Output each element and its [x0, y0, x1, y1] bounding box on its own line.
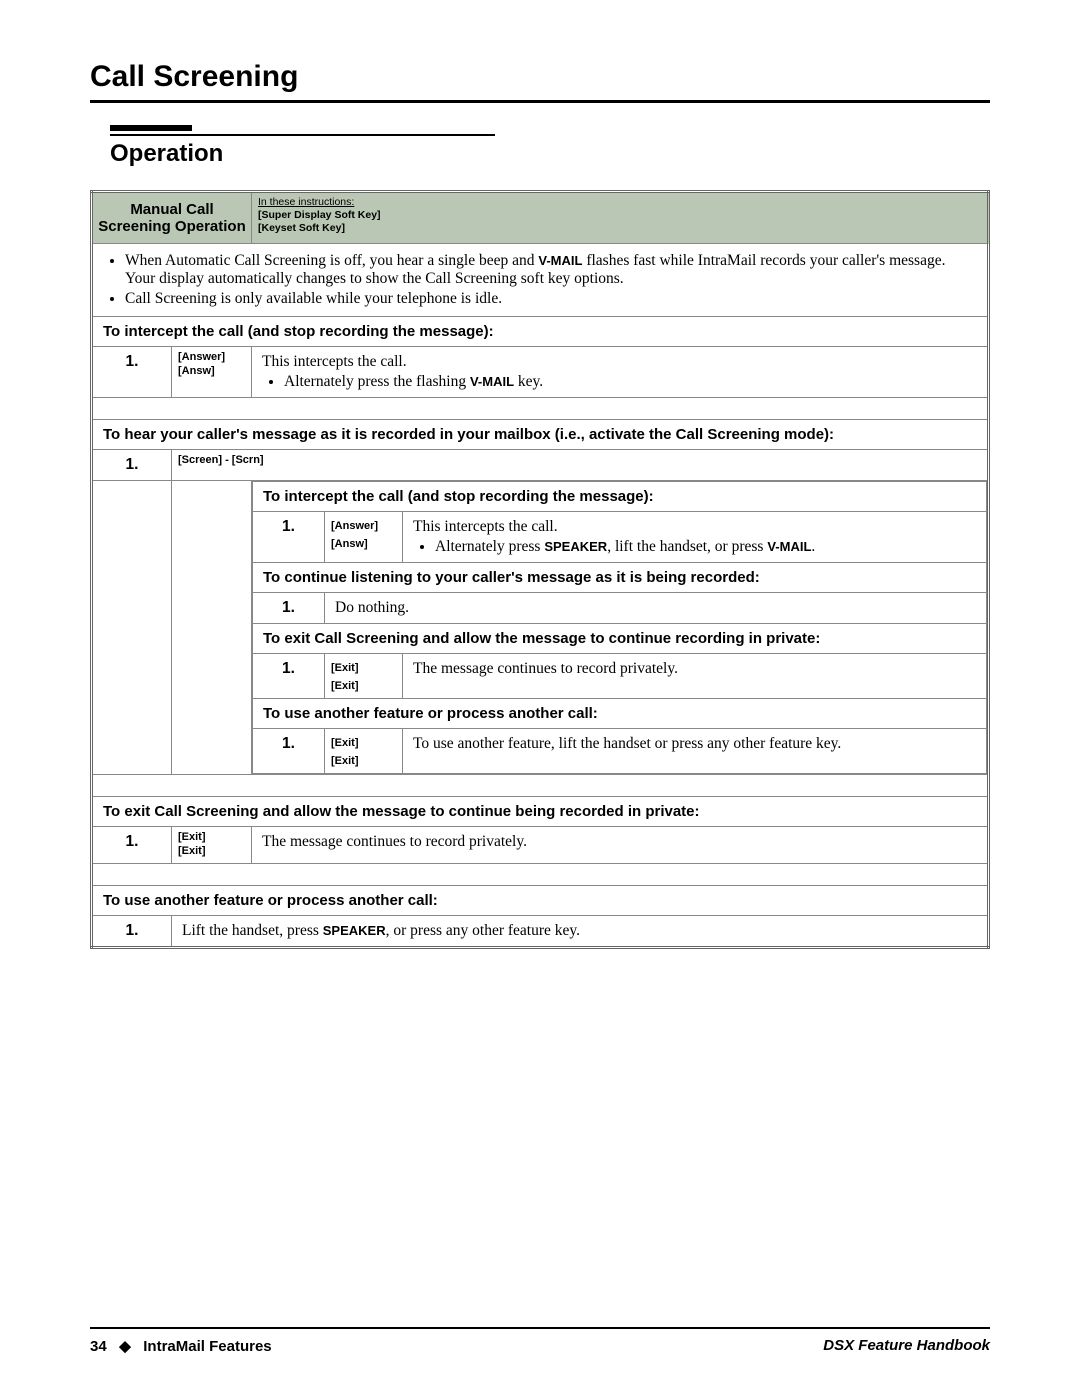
table-header-legend: In these instructions: [Super Display So…: [252, 192, 989, 244]
footer-left: 34 ◆ IntraMail Features: [90, 1337, 272, 1355]
subheader-exit-private: To exit Call Screening and allow the mes…: [92, 797, 989, 827]
desc-text: This intercepts the call.: [413, 518, 558, 535]
desc-text: key.: [514, 373, 543, 390]
softkey-exit: [Exit]: [331, 680, 359, 692]
step-description: The message continues to record privatel…: [252, 827, 989, 864]
title-rule: [90, 100, 990, 103]
step-number: 1.: [253, 729, 325, 774]
spacer-row: [92, 775, 989, 797]
desc-text: .: [811, 538, 815, 555]
step-number: 1.: [92, 347, 172, 398]
softkey-cell: [Exit] [Exit]: [172, 827, 252, 864]
step-number: 1.: [253, 654, 325, 699]
section-rule-thin: [110, 134, 495, 136]
softkey-cell: [Answer] [Answ]: [172, 347, 252, 398]
nested-left-empty: [92, 481, 172, 775]
table-row: 1. [Exit] [Exit] The message continues t…: [253, 654, 987, 699]
step-number: 1.: [253, 512, 325, 563]
softkey-exit: [Exit]: [178, 831, 206, 843]
legend-line2: [Super Display Soft Key]: [258, 209, 381, 221]
table-row: 1. Do nothing.: [253, 593, 987, 624]
section-header: Operation: [110, 125, 990, 168]
legend-line1: In these instructions:: [258, 196, 354, 208]
speaker-label: SPEAKER: [323, 923, 386, 938]
nested-container: To intercept the call (and stop recordin…: [252, 481, 989, 775]
step-description: This intercepts the call. Alternately pr…: [252, 347, 989, 398]
intro-text: When Automatic Call Screening is off, yo…: [125, 252, 538, 269]
inner-subheader: To intercept the call (and stop recordin…: [253, 482, 987, 512]
desc-bullet: Alternately press SPEAKER, lift the hand…: [435, 538, 976, 556]
softkey-cell: [Answer] [Answ]: [325, 512, 403, 563]
operation-table: Manual Call Screening Operation In these…: [90, 190, 990, 949]
desc-bullet: Alternately press the flashing V-MAIL ke…: [284, 373, 977, 391]
footer-section: IntraMail Features: [143, 1338, 271, 1355]
step-description: The message continues to record privatel…: [403, 654, 987, 699]
vmail-label: V-MAIL: [470, 374, 514, 389]
desc-text: Alternately press the flashing: [284, 373, 470, 390]
softkey-cell: [Exit] [Exit]: [325, 729, 403, 774]
softkey-answer: [Answer]: [178, 351, 225, 363]
table-row: 1. [Screen] - [Scrn]: [92, 450, 989, 481]
desc-text: Alternately press: [435, 538, 544, 555]
inner-subheader: To use another feature or process anothe…: [253, 699, 987, 729]
nested-row: To intercept the call (and stop recordin…: [92, 481, 989, 775]
softkey-exit: [Exit]: [331, 737, 359, 749]
intro-bullet-2: Call Screening is only available while y…: [125, 290, 977, 308]
subheader-another-feature: To use another feature or process anothe…: [92, 885, 989, 915]
desc-text: , or press any other feature key.: [386, 922, 580, 939]
spacer-row: [92, 398, 989, 420]
softkey-answer: [Answer]: [331, 520, 378, 532]
step-description: Lift the handset, press SPEAKER, or pres…: [172, 915, 989, 947]
softkey-exit: [Exit]: [331, 755, 359, 767]
speaker-label: SPEAKER: [544, 539, 607, 554]
table-row: 1. Lift the handset, press SPEAKER, or p…: [92, 915, 989, 947]
diamond-icon: ◆: [119, 1338, 131, 1355]
page-number: 34: [90, 1338, 107, 1355]
step-description: This intercepts the call. Alternately pr…: [403, 512, 987, 563]
table-row: 1. [Answer] [Answ] This intercepts the c…: [253, 512, 987, 563]
footer: 34 ◆ IntraMail Features DSX Feature Hand…: [90, 1327, 990, 1355]
softkey-cell: [Exit] [Exit]: [325, 654, 403, 699]
inner-subheader: To exit Call Screening and allow the mes…: [253, 624, 987, 654]
softkey-exit: [Exit]: [331, 662, 359, 674]
table-row: 1. [Exit] [Exit] The message continues t…: [92, 827, 989, 864]
subheader-hear-message: To hear your caller's message as it is r…: [92, 420, 989, 450]
step-description: Do nothing.: [325, 593, 987, 624]
step-number: 1.: [253, 593, 325, 624]
footer-rule: [90, 1327, 990, 1329]
vmail-label: V-MAIL: [538, 253, 582, 268]
desc-text: , lift the handset, or press: [607, 538, 767, 555]
nested-left-empty2: [172, 481, 252, 775]
softkey-answ: [Answ]: [178, 365, 215, 377]
softkey-cell: [Screen] - [Scrn]: [172, 450, 989, 481]
desc-text: This intercepts the call.: [262, 353, 407, 370]
intro-bullet-1: When Automatic Call Screening is off, yo…: [125, 252, 977, 288]
softkey-exit: [Exit]: [178, 845, 206, 857]
table-row: 1. [Exit] [Exit] To use another feature,…: [253, 729, 987, 774]
legend-line3: [Keyset Soft Key]: [258, 222, 345, 234]
footer-right: DSX Feature Handbook: [823, 1337, 990, 1355]
step-description: To use another feature, lift the handset…: [403, 729, 987, 774]
step-number: 1.: [92, 450, 172, 481]
page-title: Call Screening: [90, 60, 990, 94]
table-row: 1. [Answer] [Answ] This intercepts the c…: [92, 347, 989, 398]
section-title: Operation: [110, 140, 990, 168]
spacer-row: [92, 863, 989, 885]
section-rule-thick: [110, 125, 192, 131]
vmail-label: V-MAIL: [767, 539, 811, 554]
table-header-center: Manual Call Screening Operation: [92, 192, 252, 244]
desc-text: Lift the handset, press: [182, 922, 323, 939]
inner-subheader: To continue listening to your caller's m…: [253, 563, 987, 593]
step-number: 1.: [92, 827, 172, 864]
step-number: 1.: [92, 915, 172, 947]
softkey-answ: [Answ]: [331, 538, 368, 550]
subheader-intercept: To intercept the call (and stop recordin…: [92, 317, 989, 347]
inner-table: To intercept the call (and stop recordin…: [252, 481, 987, 774]
intro-cell: When Automatic Call Screening is off, yo…: [92, 244, 989, 317]
